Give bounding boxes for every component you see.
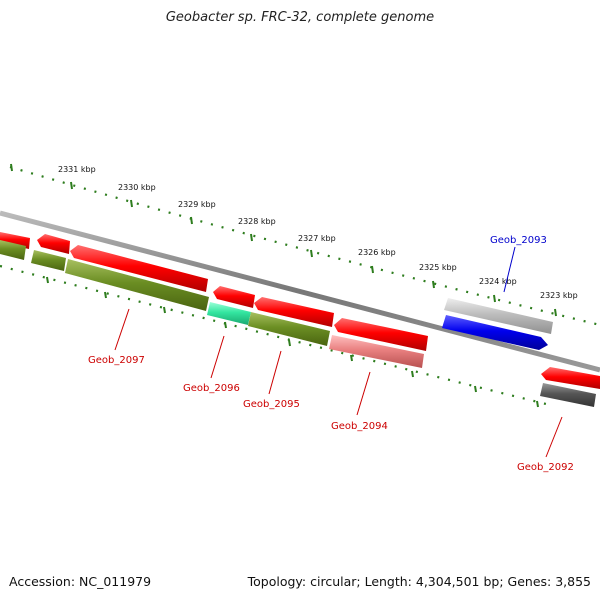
kbp-label: 2330 kbp bbox=[118, 183, 156, 192]
genome-backbone bbox=[0, 210, 600, 373]
gene-arrow bbox=[442, 315, 548, 350]
gene-arrow bbox=[0, 240, 26, 260]
kbp-label: 2329 kbp bbox=[178, 200, 216, 209]
map-title: Geobacter sp. FRC-32, complete genome bbox=[165, 10, 435, 25]
gene-arrow bbox=[329, 335, 424, 368]
kbp-label: 2324 kbp bbox=[479, 277, 517, 286]
gene-label: Geob_2096 bbox=[183, 383, 240, 394]
kbp-label: 2328 kbp bbox=[238, 217, 276, 226]
gene-label: Geob_2097 bbox=[88, 355, 145, 366]
gene-arrow bbox=[248, 312, 330, 346]
genome-summary-text: Topology: circular; Length: 4,304,501 bp… bbox=[247, 574, 591, 589]
kbp-label: 2325 kbp bbox=[419, 263, 457, 272]
gene-arrow bbox=[254, 297, 334, 327]
gene-arrow bbox=[37, 234, 70, 254]
gene-label: Geob_2094 bbox=[331, 421, 388, 432]
gene-arrow bbox=[334, 318, 428, 351]
gene-arrow bbox=[70, 245, 208, 292]
forward-genes bbox=[0, 232, 600, 389]
leader-lines bbox=[114, 246, 563, 458]
kbp-label: 2327 kbp bbox=[298, 234, 336, 243]
kbp-labels: 2331 kbp 2330 kbp 2329 kbp 2328 kbp 2327… bbox=[58, 165, 578, 300]
gene-arrow bbox=[0, 232, 30, 249]
gene-arrow bbox=[444, 298, 553, 334]
outer-major-ticks bbox=[10, 163, 557, 317]
gene-labels: Geob_2097 Geob_2096 Geob_2095 Geob_2094 … bbox=[88, 235, 574, 473]
accession-text: Accession: NC_011979 bbox=[9, 574, 152, 589]
kbp-label: 2326 kbp bbox=[358, 248, 396, 257]
reverse-genes bbox=[0, 240, 596, 407]
gene-arrow bbox=[541, 367, 600, 389]
gene-arrow bbox=[31, 250, 66, 271]
kbp-label: 2323 kbp bbox=[540, 291, 578, 300]
outer-tick-ring bbox=[9, 165, 600, 327]
kbp-label: 2331 kbp bbox=[58, 165, 96, 174]
gene-label: Geob_2095 bbox=[243, 399, 300, 410]
gene-arrow bbox=[213, 286, 255, 308]
gene-arrow bbox=[207, 302, 251, 325]
gene-label: Geob_2093 bbox=[490, 235, 547, 246]
gene-arrow bbox=[65, 259, 209, 311]
inner-major-ticks bbox=[46, 276, 539, 408]
gene-label: Geob_2092 bbox=[517, 462, 574, 473]
gene-arrow bbox=[540, 383, 596, 407]
